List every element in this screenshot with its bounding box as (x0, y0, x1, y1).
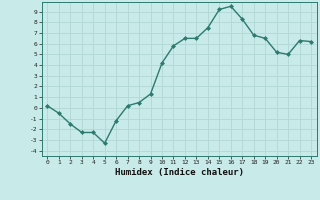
X-axis label: Humidex (Indice chaleur): Humidex (Indice chaleur) (115, 168, 244, 177)
